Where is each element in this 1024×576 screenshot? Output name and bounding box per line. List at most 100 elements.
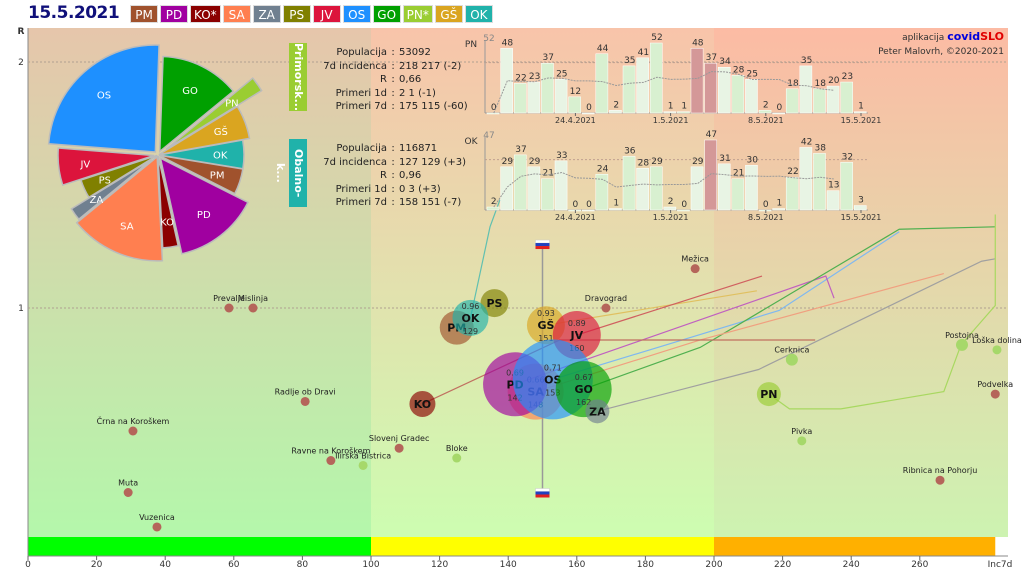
date-label: 1.5.2021: [653, 116, 689, 125]
bar: [554, 160, 568, 211]
date-label: 15.5.2021: [841, 213, 882, 222]
pie-label-SA: SA: [120, 221, 134, 232]
x-tick-label: 180: [637, 560, 654, 570]
legend-chip-KO[interactable]: KO*: [190, 5, 221, 23]
x-axis-label: Inc7d: [988, 560, 1013, 570]
date-label: 1.5.2021: [653, 213, 689, 222]
municipality-label: Postojna: [945, 331, 979, 340]
flag-white: [535, 488, 550, 492]
municipality-dot: [128, 426, 138, 436]
bar-value-label: 0: [573, 200, 579, 210]
legend-chip-ZA[interactable]: ZA: [252, 5, 281, 23]
bar: [690, 48, 704, 114]
bar-value-label: 1: [613, 199, 619, 209]
municipality-dot: [248, 303, 258, 313]
bubble-incidence-value: 151: [538, 334, 553, 343]
municipality-label: Mislinja: [238, 294, 268, 303]
info-value: 116871: [399, 143, 438, 154]
municipality-dot: [935, 475, 945, 485]
info-value: 0,66: [399, 74, 422, 85]
bar-value-label: 0: [777, 103, 783, 113]
info-row: Populacija:116871: [307, 142, 466, 156]
bar-value-label: 38: [814, 143, 826, 153]
trail-JV: [576, 275, 763, 336]
bar: [799, 65, 813, 114]
info-key: 7d incidenca: [323, 156, 387, 168]
legend-chip-PN[interactable]: PN*: [402, 5, 433, 23]
bar: [541, 62, 554, 114]
region-tag: Primorsk...: [289, 43, 307, 111]
legend-chip-PS[interactable]: PS: [282, 5, 311, 23]
legend-chip-GO[interactable]: GO: [372, 5, 401, 23]
legend-chip-OS[interactable]: OS: [342, 5, 371, 23]
info-row: Populacija:53092: [307, 46, 468, 60]
bar: [663, 111, 677, 114]
info-value: 2 1 (-1): [399, 87, 436, 99]
info-key: R: [380, 170, 387, 181]
info-row: Primeri 7d:175 115 (-60): [307, 100, 468, 114]
pie-label-PD: PD: [197, 210, 211, 221]
legend-chip-JV[interactable]: JV: [312, 5, 341, 23]
municipality-point: Cerknica: [774, 346, 809, 366]
bar-value-label: 18: [787, 79, 799, 89]
pie-slice-PD: [159, 156, 249, 255]
bar: [677, 209, 690, 212]
info-row: 7d incidenca:127 129 (+3): [307, 156, 466, 170]
credit-prefix: aplikacija: [902, 33, 945, 43]
info-colon: :: [391, 60, 395, 72]
legend-chip-GŠ[interactable]: GŠ: [434, 5, 463, 23]
bar-value-label: 52: [651, 33, 662, 43]
date-title: 15.5.2021: [28, 3, 120, 23]
bar-value-label: 2: [763, 100, 769, 110]
bar: [513, 154, 527, 211]
x-tick-label: 140: [500, 560, 517, 570]
region-tag: Obalno-k...: [274, 139, 307, 207]
legend-chip-PM[interactable]: PM: [130, 5, 158, 23]
bar: [486, 112, 500, 115]
info-colon: :: [391, 143, 395, 154]
pie-slice-KO: [157, 155, 180, 249]
bar-value-label: 37: [706, 53, 717, 63]
pie-slice-GŠ: [158, 105, 251, 156]
pie-slice-PS: [80, 154, 158, 199]
brand-slo: SLO: [980, 30, 1004, 43]
bar-value-label: 28: [638, 158, 650, 168]
bar: [513, 83, 527, 114]
info-key: Primeri 7d: [335, 101, 387, 112]
legend-chip-SA[interactable]: SA: [222, 5, 251, 23]
municipality-point: Postojna: [945, 331, 979, 351]
bar: [486, 206, 500, 211]
bar: [704, 139, 717, 211]
municipality-point: Prevalje: [213, 294, 245, 313]
municipality-dot: [152, 522, 162, 532]
pie-slice-GO: [158, 55, 235, 154]
x-tick-label: 40: [159, 560, 171, 570]
bar-value-label: 0: [586, 200, 592, 210]
bubble: [585, 399, 610, 424]
rolling-average-line: [493, 71, 834, 114]
bar: [826, 85, 840, 114]
municipality-point: Dravograd: [585, 294, 627, 313]
bar: [609, 208, 622, 211]
pie-label-GŠ: GŠ: [214, 125, 228, 138]
legend-chip-OK[interactable]: OK: [464, 5, 493, 23]
bar: [581, 209, 595, 212]
date-label: 24.4.2021: [555, 213, 596, 222]
legend-chip-PD[interactable]: PD: [160, 5, 188, 23]
pie-slice-JV: [57, 147, 155, 186]
municipality-label: Vuzenica: [139, 513, 175, 522]
pie-label-KO: KO: [160, 218, 174, 229]
bar-chart-title: OK: [465, 137, 479, 147]
bar-value-label: 0: [586, 103, 592, 113]
bar-value-label: 2: [491, 197, 497, 207]
bar: [813, 153, 826, 211]
trail-PN: [768, 214, 996, 410]
x-tick-label: 200: [705, 560, 722, 570]
pie-label-ZA: ZA: [90, 195, 104, 206]
region-bubble-ZA: ZA: [585, 399, 610, 424]
bar-max-label: 47: [483, 131, 494, 141]
bar-chart-title: PN: [465, 40, 477, 50]
bar: [840, 81, 853, 114]
municipality-label: Ribnica na Pohorju: [903, 466, 978, 475]
